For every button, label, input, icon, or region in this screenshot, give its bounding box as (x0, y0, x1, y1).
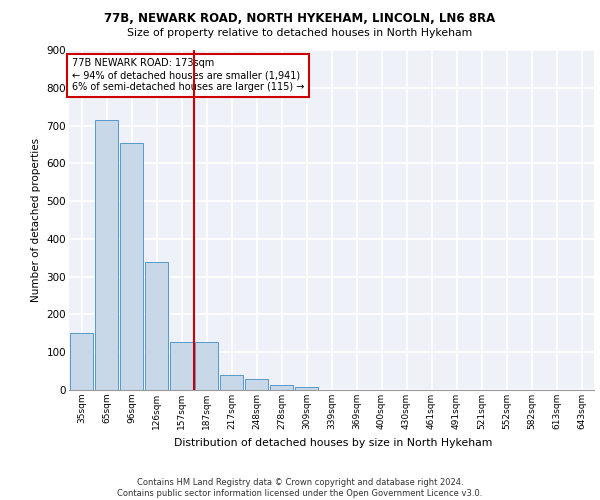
Bar (195, 342, 218, 390)
Y-axis label: Number of detached properties: Number of detached properties (31, 138, 41, 302)
Text: Contains HM Land Registry data © Crown copyright and database right 2024.
Contai: Contains HM Land Registry data © Crown c… (118, 478, 482, 498)
Bar (95, 120, 118, 390)
Bar (245, 378, 268, 390)
Bar (145, 262, 168, 390)
Bar (70, 334, 93, 390)
Text: 77B, NEWARK ROAD, NORTH HYKEHAM, LINCOLN, LN6 8RA: 77B, NEWARK ROAD, NORTH HYKEHAM, LINCOLN… (104, 12, 496, 26)
Text: Distribution of detached houses by size in North Hykeham: Distribution of detached houses by size … (174, 438, 492, 448)
Bar (295, 387, 318, 390)
Bar (270, 386, 293, 390)
Text: 77B NEWARK ROAD: 173sqm
← 94% of detached houses are smaller (1,941)
6% of semi-: 77B NEWARK ROAD: 173sqm ← 94% of detache… (71, 58, 304, 92)
Text: Size of property relative to detached houses in North Hykeham: Size of property relative to detached ho… (127, 28, 473, 38)
Bar (220, 375, 243, 390)
Bar (120, 142, 143, 390)
Bar (170, 342, 193, 390)
